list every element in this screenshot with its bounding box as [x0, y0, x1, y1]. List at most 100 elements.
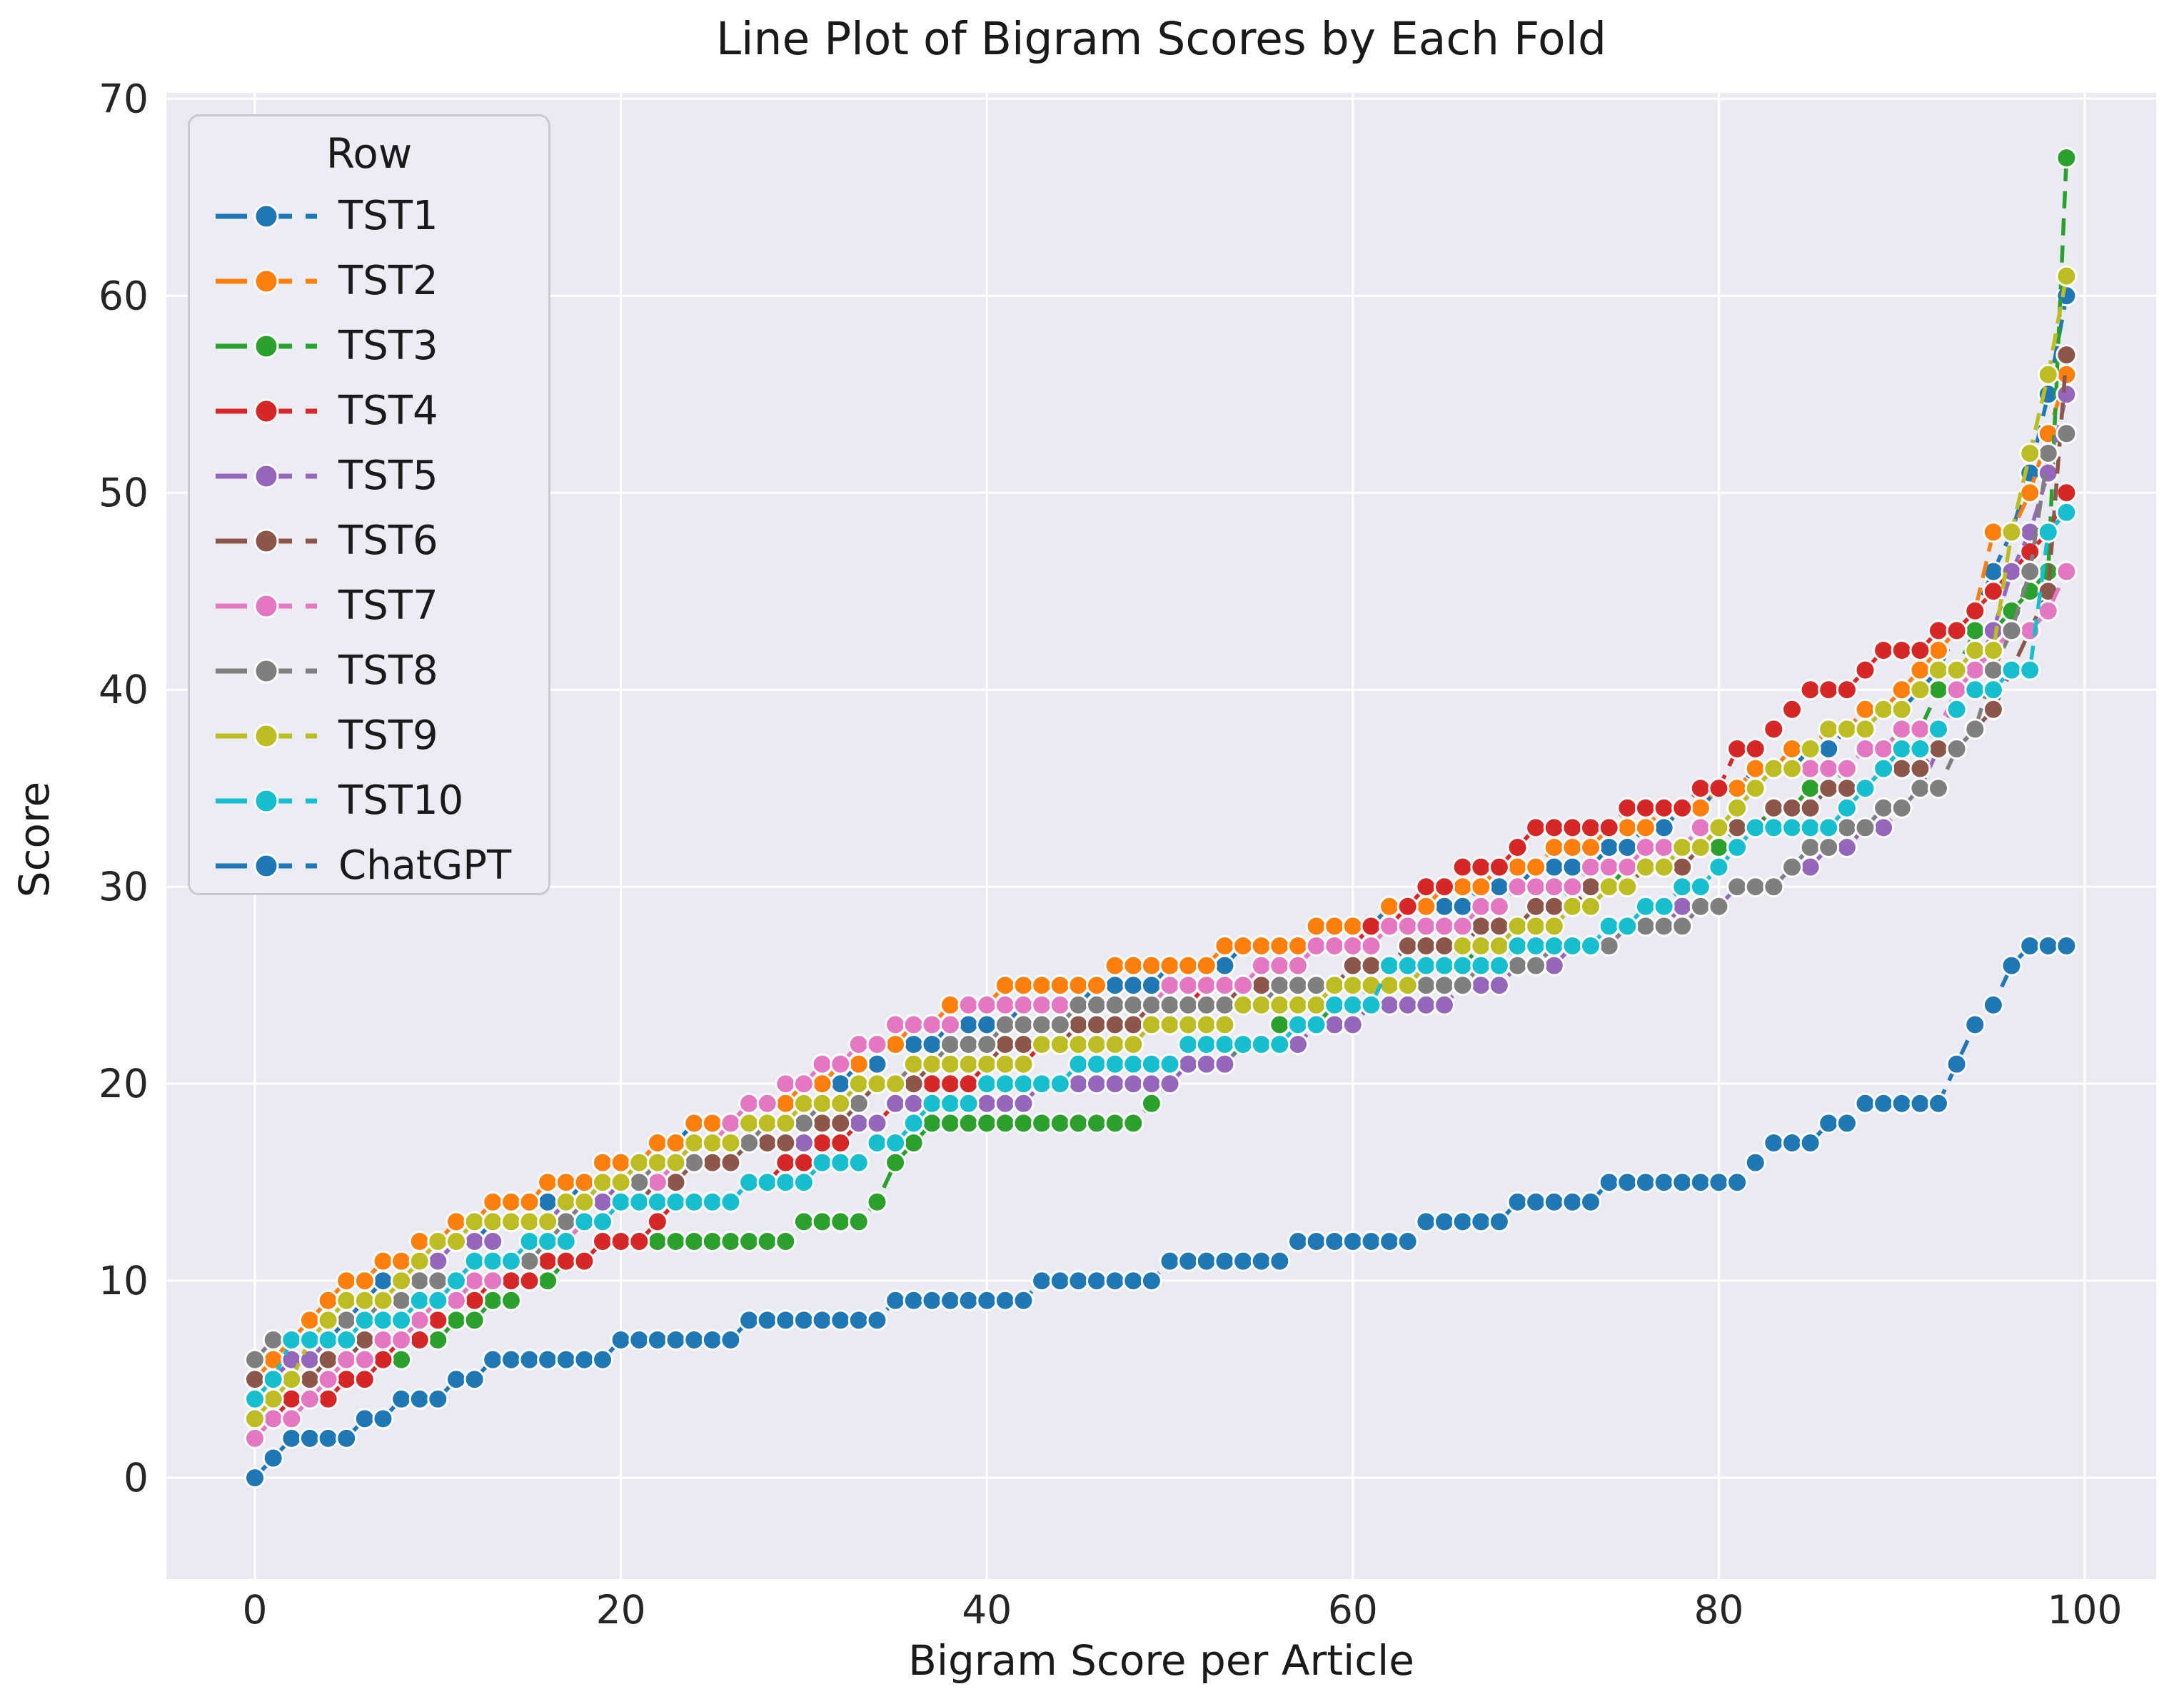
data-point	[1873, 698, 1895, 720]
data-point	[2001, 521, 2023, 543]
data-point	[1854, 1092, 1876, 1114]
data-point	[1543, 895, 1565, 917]
data-point	[1360, 994, 1382, 1016]
data-point	[646, 1191, 668, 1213]
data-point	[1214, 974, 1236, 997]
data-point	[1982, 994, 2004, 1016]
data-point	[811, 1053, 833, 1075]
data-point	[1763, 1132, 1785, 1154]
data-point	[792, 1309, 815, 1331]
data-point	[298, 1388, 321, 1410]
legend-item-chatgpt: ChatGPT	[190, 833, 548, 898]
data-point	[1580, 895, 1601, 917]
data-point	[1506, 876, 1529, 898]
data-point	[1891, 718, 1913, 740]
data-point	[646, 1231, 668, 1252]
data-point	[1561, 876, 1584, 898]
data-point	[1067, 1014, 1090, 1036]
data-point	[866, 1132, 888, 1154]
data-point	[1982, 698, 2004, 720]
data-point	[1140, 1073, 1162, 1095]
data-point	[1836, 679, 1858, 701]
data-point	[1360, 915, 1382, 937]
data-point	[1744, 757, 1766, 780]
data-point	[1451, 954, 1474, 977]
data-point	[2037, 600, 2059, 622]
data-point	[1671, 915, 1694, 937]
data-point	[1506, 935, 1529, 957]
data-point	[994, 1112, 1016, 1134]
data-point	[446, 1231, 467, 1252]
data-point	[756, 1132, 778, 1154]
data-point	[1909, 757, 1931, 780]
data-point	[994, 1053, 1016, 1075]
data-point	[1360, 954, 1382, 977]
data-point	[1122, 954, 1144, 977]
data-point	[482, 1250, 504, 1272]
data-point	[1708, 837, 1730, 858]
data-point	[1928, 738, 1949, 760]
data-point	[1067, 1073, 1090, 1095]
data-point	[336, 1368, 358, 1391]
data-point	[482, 1348, 504, 1371]
data-point	[336, 1270, 358, 1292]
data-point	[2055, 265, 2078, 287]
data-point	[1525, 856, 1547, 878]
data-point	[281, 1427, 303, 1449]
data-point	[1525, 935, 1547, 957]
data-point	[281, 1329, 303, 1351]
data-point	[1360, 935, 1382, 957]
data-point	[372, 1250, 394, 1272]
data-point	[1195, 954, 1217, 977]
data-point	[885, 1289, 907, 1311]
data-point	[885, 1132, 907, 1154]
legend-marker-icon	[216, 593, 317, 618]
data-point	[353, 1309, 376, 1331]
data-point	[1982, 620, 2004, 642]
data-point	[720, 1132, 742, 1154]
data-point	[1616, 915, 1639, 937]
data-point	[885, 1092, 907, 1114]
legend-item-label: TST7	[338, 583, 438, 629]
data-point	[1909, 659, 1931, 681]
data-point	[336, 1309, 358, 1331]
data-point	[1854, 817, 1876, 839]
data-point	[592, 1151, 613, 1174]
data-point	[1488, 915, 1510, 937]
data-point	[1671, 1171, 1694, 1194]
data-point	[244, 1408, 266, 1430]
data-point	[372, 1408, 394, 1430]
data-point	[610, 1231, 632, 1252]
data-point	[391, 1270, 413, 1292]
data-point	[1269, 935, 1291, 957]
data-point	[610, 1171, 632, 1194]
data-point	[1397, 954, 1419, 977]
data-point	[1580, 876, 1601, 898]
data-point	[1287, 935, 1309, 957]
data-point	[1415, 915, 1437, 937]
data-point	[885, 1073, 907, 1095]
data-point	[1031, 1270, 1053, 1292]
data-point	[1342, 1231, 1364, 1252]
data-point	[1324, 974, 1346, 997]
data-point	[1434, 974, 1455, 997]
data-point	[353, 1348, 376, 1371]
data-point	[1451, 876, 1474, 898]
data-point	[446, 1368, 467, 1391]
data-point	[1689, 876, 1711, 898]
data-point	[1653, 837, 1675, 858]
legend-item-tst2: TST2	[190, 248, 548, 313]
data-point	[994, 994, 1016, 1016]
data-point	[847, 1112, 870, 1134]
legend-item-label: TST9	[338, 712, 438, 759]
data-point	[1873, 797, 1895, 819]
data-point	[1031, 1073, 1053, 1095]
data-point	[1525, 954, 1547, 977]
data-point	[298, 1368, 321, 1391]
data-point	[1470, 1211, 1492, 1233]
data-point	[1799, 856, 1821, 878]
data-point	[1836, 797, 1858, 819]
data-point	[336, 1348, 358, 1371]
data-point	[1488, 954, 1510, 977]
data-point	[372, 1329, 394, 1351]
